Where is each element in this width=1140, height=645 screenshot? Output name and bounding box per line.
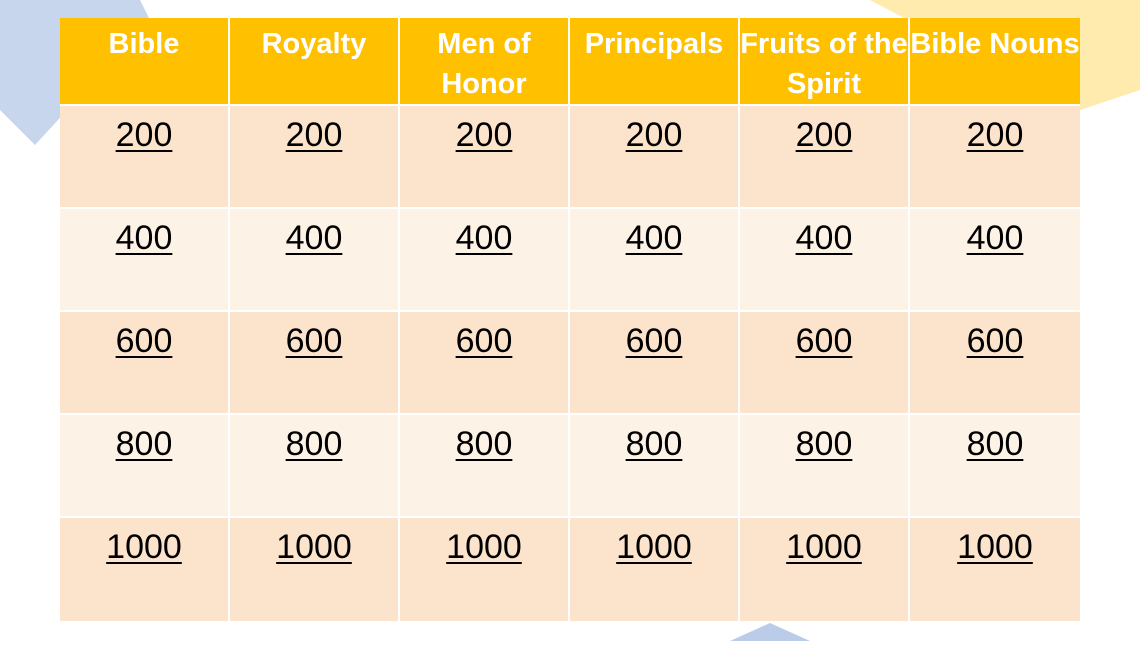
board-cell: 800 xyxy=(60,415,230,518)
question-link[interactable]: 400 xyxy=(115,219,173,257)
question-link[interactable]: 200 xyxy=(455,116,513,154)
board-cell: 400 xyxy=(400,209,570,312)
jeopardy-board: Bible Royalty Men of Honor Principals Fr… xyxy=(60,18,1080,621)
question-link[interactable]: 800 xyxy=(115,425,173,463)
question-link[interactable]: 400 xyxy=(455,219,513,257)
question-link[interactable]: 800 xyxy=(795,425,853,463)
board-cell: 1000 xyxy=(740,518,910,621)
board-cell: 200 xyxy=(740,106,910,209)
board-cell: 200 xyxy=(400,106,570,209)
question-link[interactable]: 600 xyxy=(625,322,683,360)
category-header: Fruits of the Spirit xyxy=(740,18,910,106)
board-cell: 400 xyxy=(60,209,230,312)
board-cell: 600 xyxy=(740,312,910,415)
board-cell: 1000 xyxy=(400,518,570,621)
board-cell: 400 xyxy=(570,209,740,312)
board-cell: 600 xyxy=(910,312,1080,415)
board-cell: 600 xyxy=(60,312,230,415)
question-link[interactable]: 600 xyxy=(115,322,173,360)
question-link[interactable]: 200 xyxy=(285,116,343,154)
category-header: Royalty xyxy=(230,18,400,106)
category-header: Principals xyxy=(570,18,740,106)
question-link[interactable]: 200 xyxy=(966,116,1024,154)
question-link[interactable]: 400 xyxy=(285,219,343,257)
question-link[interactable]: 400 xyxy=(795,219,853,257)
board-cell: 800 xyxy=(910,415,1080,518)
decorative-blue-shape-bottom xyxy=(730,623,810,641)
board-cell: 800 xyxy=(230,415,400,518)
question-link[interactable]: 1000 xyxy=(106,528,182,566)
board-cell: 200 xyxy=(910,106,1080,209)
board-cell: 1000 xyxy=(570,518,740,621)
board-cell: 800 xyxy=(400,415,570,518)
category-header: Men of Honor xyxy=(400,18,570,106)
question-link[interactable]: 200 xyxy=(625,116,683,154)
question-link[interactable]: 800 xyxy=(455,425,513,463)
board-cell: 600 xyxy=(230,312,400,415)
board-cell: 400 xyxy=(230,209,400,312)
question-link[interactable]: 1000 xyxy=(786,528,862,566)
question-link[interactable]: 800 xyxy=(625,425,683,463)
question-link[interactable]: 1000 xyxy=(276,528,352,566)
value-row: 400 400 400 400 400 400 xyxy=(60,209,1080,312)
board-cell: 800 xyxy=(570,415,740,518)
value-row: 1000 1000 1000 1000 1000 1000 xyxy=(60,518,1080,621)
board-cell: 1000 xyxy=(230,518,400,621)
value-row: 600 600 600 600 600 600 xyxy=(60,312,1080,415)
board-cell: 200 xyxy=(230,106,400,209)
question-link[interactable]: 600 xyxy=(285,322,343,360)
question-link[interactable]: 1000 xyxy=(616,528,692,566)
board-cell: 800 xyxy=(740,415,910,518)
board-cell: 600 xyxy=(400,312,570,415)
category-header: Bible Nouns xyxy=(910,18,1080,106)
board-cell: 200 xyxy=(570,106,740,209)
board-cell: 400 xyxy=(910,209,1080,312)
board-cell: 600 xyxy=(570,312,740,415)
question-link[interactable]: 600 xyxy=(966,322,1024,360)
category-header-row: Bible Royalty Men of Honor Principals Fr… xyxy=(60,18,1080,106)
question-link[interactable]: 1000 xyxy=(957,528,1033,566)
question-link[interactable]: 800 xyxy=(285,425,343,463)
question-link[interactable]: 600 xyxy=(795,322,853,360)
board-cell: 200 xyxy=(60,106,230,209)
question-link[interactable]: 400 xyxy=(625,219,683,257)
value-row: 200 200 200 200 200 200 xyxy=(60,106,1080,209)
question-link[interactable]: 400 xyxy=(966,219,1024,257)
category-header: Bible xyxy=(60,18,230,106)
board-cell: 1000 xyxy=(60,518,230,621)
question-link[interactable]: 600 xyxy=(455,322,513,360)
question-link[interactable]: 800 xyxy=(966,425,1024,463)
board-cell: 400 xyxy=(740,209,910,312)
question-link[interactable]: 200 xyxy=(795,116,853,154)
question-link[interactable]: 200 xyxy=(115,116,173,154)
value-row: 800 800 800 800 800 800 xyxy=(60,415,1080,518)
board-cell: 1000 xyxy=(910,518,1080,621)
question-link[interactable]: 1000 xyxy=(446,528,522,566)
